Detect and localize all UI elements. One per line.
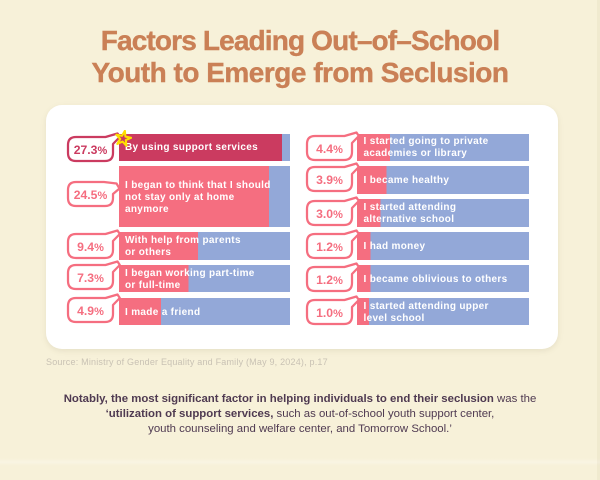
svg-text:3.9%: 3.9%	[316, 173, 343, 187]
svg-text:1.2%: 1.2%	[316, 240, 343, 254]
svg-text:7.3%: 7.3%	[77, 271, 104, 285]
svg-text:1.2%: 1.2%	[316, 273, 343, 287]
svg-text:3.0%: 3.0%	[316, 207, 343, 221]
svg-text:9.4%: 9.4%	[77, 240, 104, 254]
svg-text:4.4%: 4.4%	[316, 142, 343, 156]
svg-text:24.5%: 24.5%	[74, 188, 108, 202]
svg-text:27.3%: 27.3%	[74, 143, 108, 157]
svg-text:4.9%: 4.9%	[77, 304, 104, 318]
svg-text:1.0%: 1.0%	[316, 306, 343, 320]
